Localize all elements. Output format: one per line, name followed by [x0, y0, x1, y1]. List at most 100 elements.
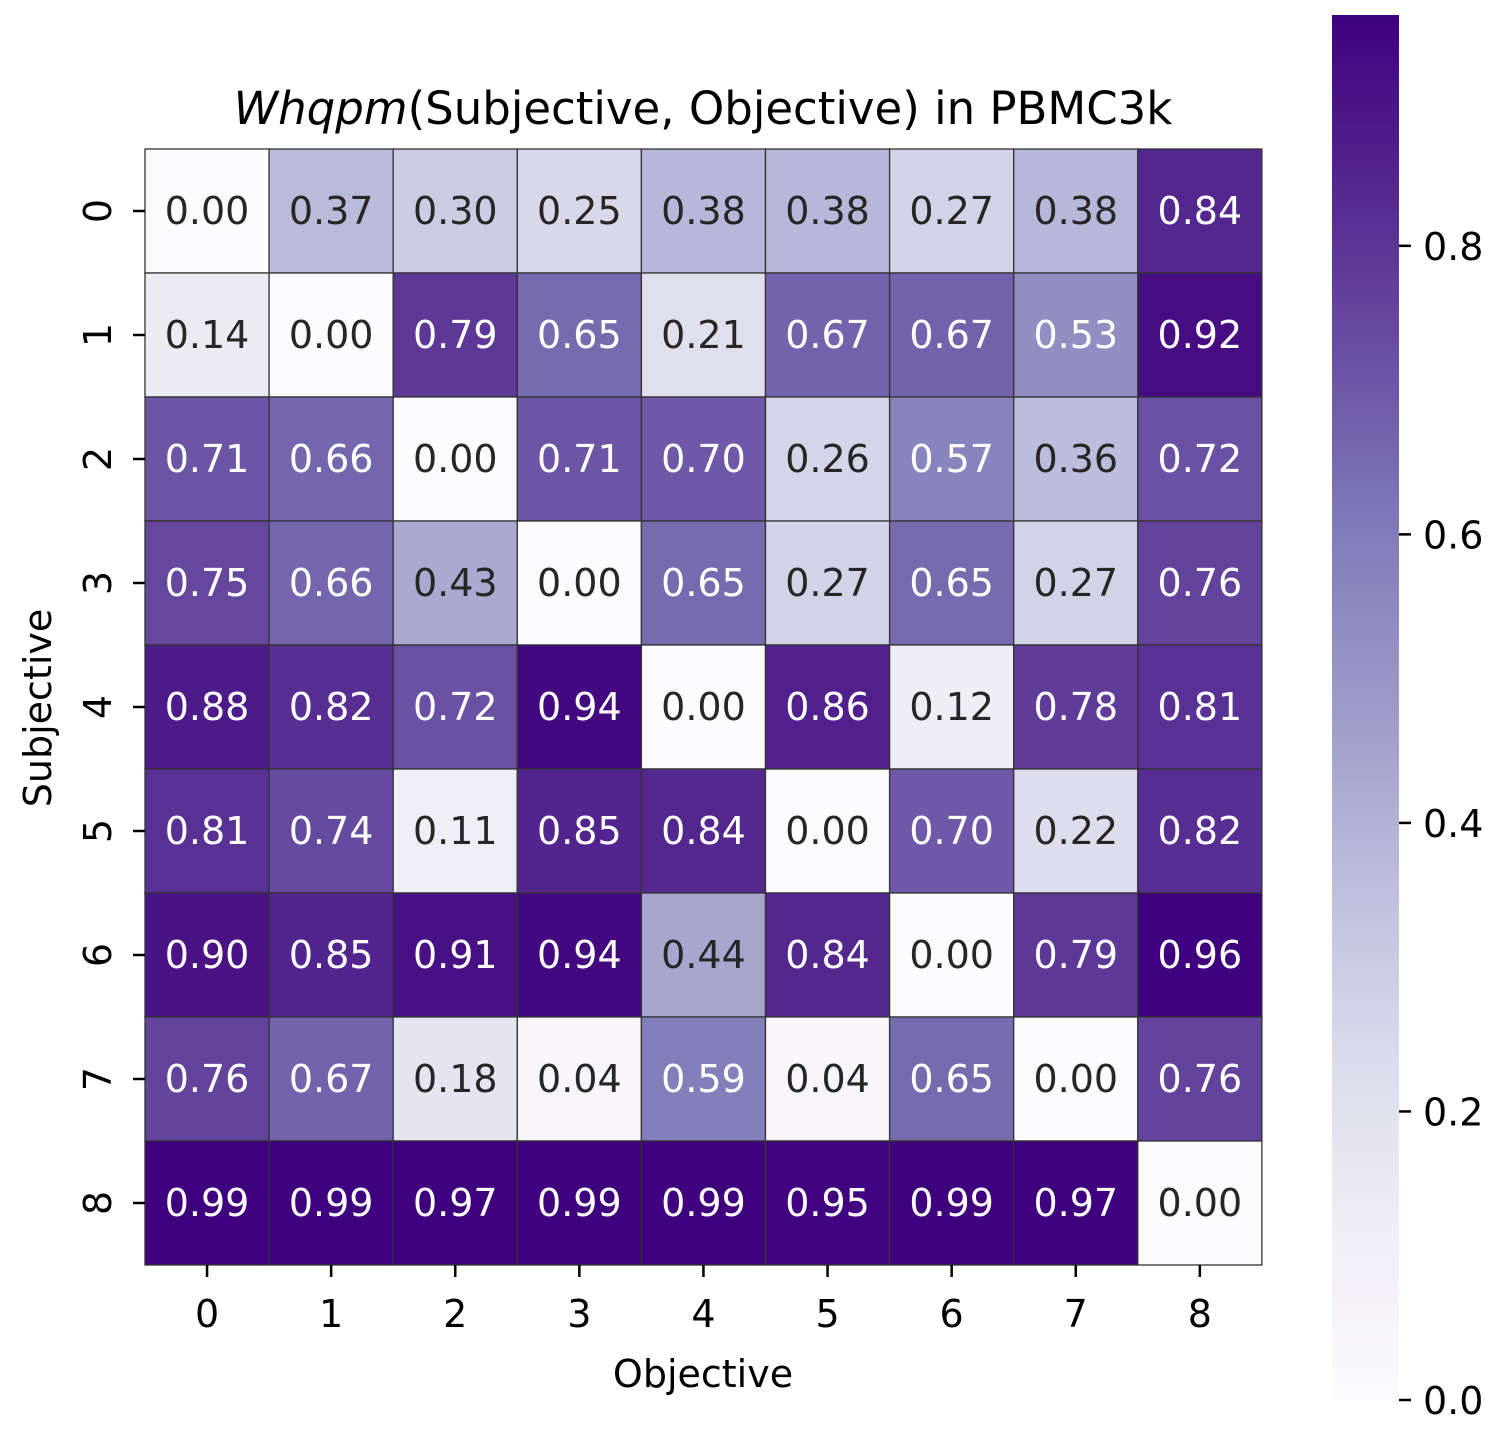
heatmap-cell-label-8-3: 0.99 [537, 1181, 622, 1225]
heatmap-cell-7-2 [392, 1016, 518, 1142]
heatmap-cell-label-2-8: 0.72 [1158, 437, 1243, 481]
y-tick-label-4: 4 [76, 695, 120, 719]
heatmap-cell-label-4-5: 0.86 [785, 685, 870, 729]
heatmap-cell-8-4 [640, 1140, 767, 1266]
chart-title-text: Whqpm(Subjective, Objective) in PBMC3k [234, 82, 1173, 135]
heatmap-cell-7-0 [144, 1016, 270, 1142]
heatmap-cells [144, 148, 1263, 1266]
y-tick-label-0: 0 [76, 199, 120, 223]
heatmap-cell-label-5-6: 0.70 [909, 809, 994, 853]
heatmap-cell-label-2-0: 0.71 [165, 437, 250, 481]
colorbar-tick-label-0.8: 0.8 [1423, 225, 1483, 269]
x-tick-label-4: 4 [691, 1292, 715, 1336]
heatmap-cell-label-8-1: 0.99 [289, 1181, 374, 1225]
heatmap-cell-7-4 [640, 1016, 767, 1142]
heatmap-cell-label-3-8: 0.76 [1158, 561, 1243, 605]
x-tick-label-0: 0 [195, 1292, 219, 1336]
heatmap-cell-label-5-3: 0.85 [537, 809, 622, 853]
heatmap-cell-label-2-5: 0.26 [785, 437, 870, 481]
heatmap-cell-label-6-0: 0.90 [165, 933, 250, 977]
heatmap-cell-0-5 [764, 148, 891, 274]
heatmap-cell-1-2 [392, 272, 518, 398]
heatmap-cell-label-3-7: 0.27 [1033, 561, 1118, 605]
y-tick-label-1: 1 [76, 323, 120, 347]
heatmap-cell-label-3-1: 0.66 [289, 561, 374, 605]
heatmap-cell-label-7-3: 0.04 [537, 1057, 622, 1101]
heatmap-cell-label-7-7: 0.00 [1033, 1057, 1118, 1101]
heatmap-cell-label-4-7: 0.78 [1033, 685, 1118, 729]
heatmap-cell-1-3 [516, 272, 643, 398]
heatmap-cell-label-7-5: 0.04 [785, 1057, 870, 1101]
chart-title: Whqpm(Subjective, Objective) in PBMC3k [234, 82, 1173, 135]
heatmap-cell-label-2-7: 0.36 [1033, 437, 1118, 481]
heatmap-cell-3-3 [516, 520, 643, 646]
heatmap-cell-4-5 [764, 644, 891, 770]
heatmap-cell-0-4 [640, 148, 767, 274]
heatmap-cell-labels: 0.00 0.37 0.30 0.25 0.38 0.38 0.27 0.38 0.84 0.14… [165, 189, 1242, 1225]
x-tick-label-8: 8 [1188, 1292, 1212, 1336]
heatmap-cell-2-6 [888, 396, 1015, 522]
heatmap-cell-label-1-4: 0.21 [661, 313, 746, 357]
heatmap-cell-label-5-8: 0.82 [1158, 809, 1243, 853]
heatmap-cell-0-0 [144, 148, 270, 274]
heatmap-cell-5-7 [1013, 768, 1139, 894]
heatmap-cell-label-5-1: 0.74 [289, 809, 374, 853]
title-italic-part: Whqpm [234, 82, 408, 135]
heatmap-cell-5-2 [392, 768, 518, 894]
heatmap-cell-label-0-8: 0.84 [1158, 189, 1243, 233]
heatmap-cell-label-7-6: 0.65 [909, 1057, 994, 1101]
heatmap-cell-1-4 [640, 272, 767, 398]
y-tick-label-5: 5 [76, 819, 120, 843]
x-tick-label-5: 5 [815, 1292, 839, 1336]
heatmap-cell-label-3-2: 0.43 [413, 561, 498, 605]
heatmap-cell-label-1-5: 0.67 [785, 313, 870, 357]
x-tick-label-7: 7 [1064, 1292, 1088, 1336]
heatmap-cell-4-6 [888, 644, 1015, 770]
heatmap-cell-label-2-6: 0.57 [909, 437, 994, 481]
heatmap-cell-label-1-7: 0.53 [1033, 313, 1118, 357]
heatmap-cell-8-6 [888, 1140, 1015, 1266]
x-axis-label: Objective [613, 1352, 793, 1396]
heatmap-cell-1-8 [1137, 272, 1263, 398]
y-tick-label-2: 2 [76, 447, 120, 471]
heatmap-cell-0-1 [268, 148, 394, 274]
heatmap-cell-7-8 [1137, 1016, 1263, 1142]
heatmap-cell-5-4 [640, 768, 767, 894]
colorbar-tick-label-0.4: 0.4 [1423, 802, 1483, 846]
heatmap-cell-3-8 [1137, 520, 1263, 646]
heatmap-cell-8-8 [1137, 1140, 1263, 1266]
colorbar: 0.0 0.2 0.4 0.6 0.8 [1332, 15, 1483, 1423]
heatmap-cell-label-2-3: 0.71 [537, 437, 622, 481]
heatmap-cell-label-7-0: 0.76 [165, 1057, 250, 1101]
heatmap-cell-2-8 [1137, 396, 1263, 522]
heatmap-cell-label-5-0: 0.81 [165, 809, 250, 853]
heatmap-cell-label-2-2: 0.00 [413, 437, 498, 481]
x-tick-label-3: 3 [567, 1292, 591, 1336]
heatmap-cell-label-7-1: 0.67 [289, 1057, 374, 1101]
heatmap-cell-label-6-5: 0.84 [785, 933, 870, 977]
heatmap-cell-label-0-7: 0.38 [1033, 189, 1118, 233]
heatmap-cell-label-8-2: 0.97 [413, 1181, 498, 1225]
heatmap-cell-label-5-7: 0.22 [1033, 809, 1118, 853]
heatmap-cell-label-7-4: 0.59 [661, 1057, 746, 1101]
heatmap-cell-label-1-2: 0.79 [413, 313, 498, 357]
colorbar-gradient [1332, 15, 1399, 1400]
heatmap-cell-8-3 [516, 1140, 643, 1266]
heatmap-cell-label-6-1: 0.85 [289, 933, 374, 977]
heatmap-cell-label-6-6: 0.00 [909, 933, 994, 977]
y-axis: 0 1 2 3 4 5 6 7 8 [76, 199, 145, 1215]
heatmap-cell-1-5 [764, 272, 891, 398]
heatmap-cell-label-8-4: 0.99 [661, 1181, 746, 1225]
heatmap-cell-label-0-6: 0.27 [909, 189, 994, 233]
heatmap-cell-label-1-1: 0.00 [289, 313, 374, 357]
heatmap-cell-6-1 [268, 892, 394, 1018]
heatmap-cell-label-5-2: 0.11 [413, 809, 498, 853]
heatmap-cell-4-1 [268, 644, 394, 770]
heatmap-cell-label-6-7: 0.79 [1033, 933, 1118, 977]
heatmap-cell-label-8-8: 0.00 [1158, 1181, 1243, 1225]
heatmap-cell-label-6-3: 0.94 [537, 933, 622, 977]
heatmap-cell-label-1-8: 0.92 [1158, 313, 1243, 357]
heatmap-cell-2-0 [144, 396, 270, 522]
heatmap-cell-label-0-5: 0.38 [785, 189, 870, 233]
